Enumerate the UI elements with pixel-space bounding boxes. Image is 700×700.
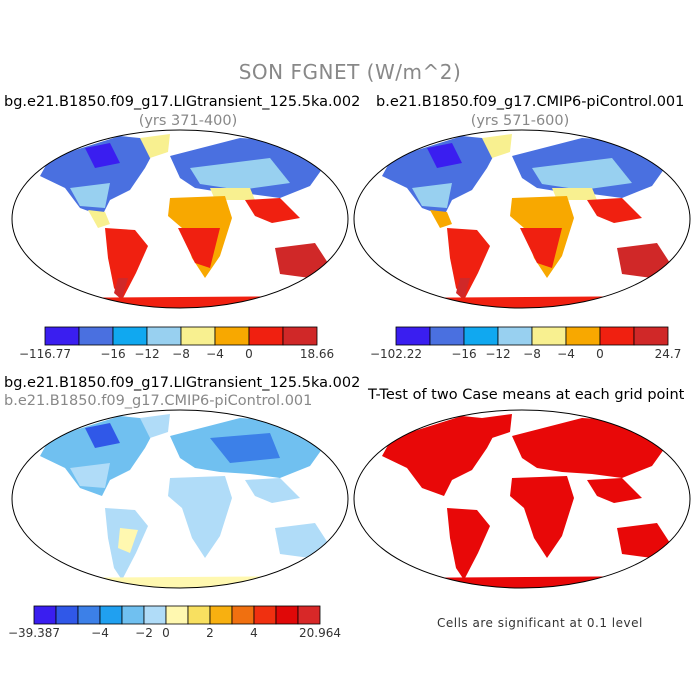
cb1-cell-3 (146, 326, 182, 346)
cb1-tick-label: −4 (206, 347, 224, 361)
cb3-cell-3 (99, 605, 123, 625)
cb1-tick-label: −16 (100, 347, 126, 361)
cb3-tick-label: 0 (162, 626, 170, 640)
significance-note: Cells are significant at 0.1 level (437, 616, 643, 630)
cb2-tick-label: −8 (523, 347, 541, 361)
cb2-cell-2 (463, 326, 499, 346)
cb3-cell-9 (231, 605, 255, 625)
cb3-tick-label: 4 (250, 626, 258, 640)
colorbar-1 (44, 326, 318, 346)
cb1-tick-label: 0 (245, 347, 253, 361)
cb3-cell-0 (33, 605, 57, 625)
cb2-tick-label: −12 (485, 347, 511, 361)
cb1-tick-label: −116.77 (18, 347, 72, 361)
cb3-tick-label: −4 (91, 626, 109, 640)
map-2-land (354, 134, 690, 308)
cb2-cell-5 (565, 326, 601, 346)
panel4-title: T-Test of two Case means at each grid po… (368, 387, 685, 403)
cb1-cell-0 (44, 326, 80, 346)
cb3-cell-2 (77, 605, 101, 625)
map-3-land (12, 414, 348, 588)
panel3-subtitle: b.e21.B1850.f09_g17.CMIP6-piControl.001 (4, 393, 313, 409)
cb2-tick-label: −102.22 (369, 347, 423, 361)
cb2-cell-6 (599, 326, 635, 346)
cb1-tick-label: −12 (134, 347, 160, 361)
cb3-cell-11 (275, 605, 299, 625)
colorbar-2 (395, 326, 669, 346)
cb2-tick-label: −4 (557, 347, 575, 361)
cb3-cell-4 (121, 605, 145, 625)
cb3-tick-label: −39.387 (7, 626, 61, 640)
cb1-cell-1 (78, 326, 114, 346)
panel1-subtitle: (yrs 371-400) (138, 113, 238, 129)
map-4-land (354, 414, 690, 588)
cb3-cell-10 (253, 605, 277, 625)
panel3-title: bg.e21.B1850.f09_g17.LIGtransient_125.5k… (4, 375, 361, 391)
cb2-cell-7 (633, 326, 669, 346)
map-panel-2 (353, 129, 691, 309)
map-1-land (12, 134, 348, 308)
panel2-subtitle: (yrs 571-600) (470, 113, 570, 129)
map-panel-3 (11, 409, 349, 589)
map-panel-1 (11, 129, 349, 309)
cb3-cell-6 (165, 605, 189, 625)
cb1-cell-4 (180, 326, 216, 346)
cb3-cell-8 (209, 605, 233, 625)
colorbar-3 (33, 605, 321, 625)
cb2-cell-1 (429, 326, 465, 346)
cb2-tick-label: 24.7 (654, 347, 682, 361)
cb2-tick-label: −16 (451, 347, 477, 361)
cb3-tick-label: 2 (206, 626, 214, 640)
cb1-cell-5 (214, 326, 250, 346)
cb3-cell-12 (297, 605, 321, 625)
cb3-cell-1 (55, 605, 79, 625)
panel1-title: bg.e21.B1850.f09_g17.LIGtransient_125.5k… (4, 94, 361, 110)
cb3-cell-5 (143, 605, 167, 625)
cb3-tick-label: 20.964 (299, 626, 341, 640)
cb1-cell-6 (248, 326, 284, 346)
map-panel-4 (353, 409, 691, 589)
cb1-tick-label: 18.66 (299, 347, 335, 361)
cb3-cell-7 (187, 605, 211, 625)
cb1-tick-label: −8 (172, 347, 190, 361)
cb3-tick-label: −2 (135, 626, 153, 640)
cb2-cell-4 (531, 326, 567, 346)
cb2-tick-label: 0 (596, 347, 604, 361)
cb2-cell-3 (497, 326, 533, 346)
cb1-cell-7 (282, 326, 318, 346)
main-title: SON FGNET (W/m^2) (238, 60, 462, 84)
panel2-title: b.e21.B1850.f09_g17.CMIP6-piControl.001 (376, 94, 685, 110)
cb2-cell-0 (395, 326, 431, 346)
cb1-cell-2 (112, 326, 148, 346)
